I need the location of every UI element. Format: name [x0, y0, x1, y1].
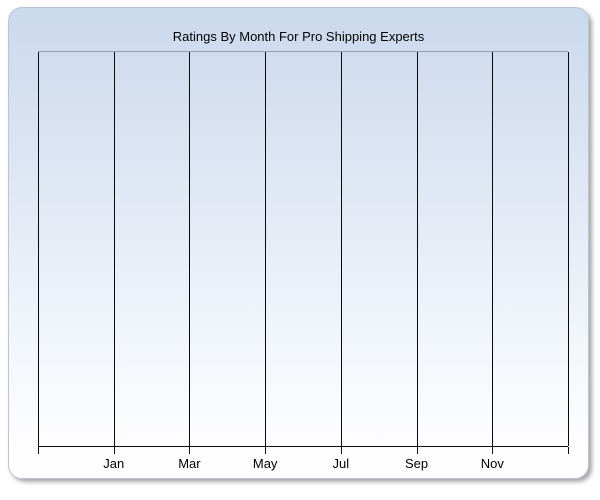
x-gridline [38, 52, 39, 446]
x-axis-label: Jul [332, 456, 350, 471]
x-gridline [492, 52, 494, 446]
x-tick [416, 447, 418, 454]
x-tick [340, 447, 342, 454]
x-gridline [416, 52, 418, 446]
x-gridline [189, 52, 191, 446]
x-gridline [568, 52, 569, 446]
x-axis-label: Sep [404, 456, 429, 471]
x-tick [568, 447, 569, 454]
x-axis-label: May [252, 456, 278, 471]
x-axis-label: Jan [103, 456, 125, 471]
x-tick [265, 447, 267, 454]
x-tick [38, 447, 39, 454]
x-tick [189, 447, 191, 454]
x-gridline [340, 52, 342, 446]
x-gridline [113, 52, 115, 446]
x-axis-label: Nov [480, 456, 504, 471]
x-tick [492, 447, 494, 454]
x-axis-label: Mar [178, 456, 201, 471]
x-tick [113, 447, 115, 454]
chart-panel: Ratings By Month For Pro Shipping Expert… [8, 7, 589, 479]
chart-title: Ratings By Month For Pro Shipping Expert… [172, 29, 425, 44]
plot-area: Jan Mar May Jul Sep Nov [38, 51, 569, 471]
x-gridline [265, 52, 267, 446]
